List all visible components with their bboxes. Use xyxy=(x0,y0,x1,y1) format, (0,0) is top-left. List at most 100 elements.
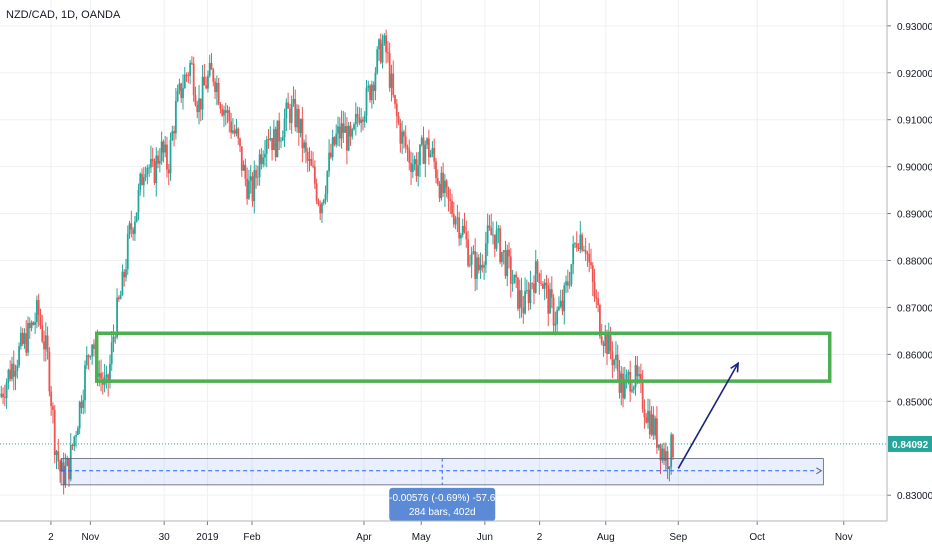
candle-body xyxy=(244,164,247,179)
arrow-line xyxy=(677,362,739,469)
candle-body xyxy=(344,126,347,133)
candle-body xyxy=(452,214,455,225)
y-tick-label: 0.89000 xyxy=(897,210,932,221)
candle-body xyxy=(604,332,607,346)
candle-body xyxy=(525,290,528,291)
y-tick-label: 0.86000 xyxy=(897,350,932,361)
candle-body xyxy=(565,281,567,286)
candle-body xyxy=(399,123,402,144)
candle-body xyxy=(395,103,398,117)
candle-body xyxy=(410,162,412,172)
candle-body xyxy=(85,355,88,366)
candle-body xyxy=(517,277,519,309)
candle-body xyxy=(408,149,411,163)
candle-body xyxy=(397,116,400,124)
candle-body xyxy=(401,131,404,144)
candle-body xyxy=(388,52,391,88)
candle-body xyxy=(228,110,231,122)
candle-body xyxy=(306,151,309,161)
candle-body xyxy=(110,342,113,364)
candle-body xyxy=(467,239,469,266)
candle-body xyxy=(126,233,129,270)
candle-body xyxy=(433,148,436,162)
candle-body xyxy=(308,159,311,161)
candle-body xyxy=(109,363,111,383)
candle-body xyxy=(75,435,78,437)
candle-body xyxy=(27,322,29,353)
candle-body xyxy=(269,138,272,140)
candle-body xyxy=(41,325,44,342)
candle-body xyxy=(281,137,284,141)
candle-body xyxy=(543,282,546,289)
candle-body xyxy=(128,223,131,234)
candle-body xyxy=(324,193,327,200)
candle-body xyxy=(219,104,222,109)
candle-body xyxy=(82,400,85,408)
candle-body xyxy=(632,387,635,390)
candle-body xyxy=(130,223,133,230)
candle-body xyxy=(43,341,45,350)
candle-body xyxy=(442,172,445,194)
candle-body xyxy=(568,284,571,286)
candle-body xyxy=(12,363,15,377)
candle-body xyxy=(160,141,163,161)
candle-body xyxy=(486,225,489,244)
x-tick-label: 30 xyxy=(159,532,171,543)
candle-body xyxy=(262,157,265,165)
y-tick-label: 0.91000 xyxy=(897,116,932,127)
measure-label-box xyxy=(389,487,496,521)
candle-body xyxy=(114,336,117,338)
candle-body xyxy=(581,234,583,251)
candle-body xyxy=(299,118,302,133)
candle-body xyxy=(346,126,348,151)
candle-body xyxy=(672,434,674,458)
candle-body xyxy=(93,344,95,349)
candle-body xyxy=(458,217,461,239)
candle-body xyxy=(420,137,423,145)
candle-body xyxy=(545,282,548,286)
last-price-label: 0.84092 xyxy=(892,440,929,451)
candle-body xyxy=(606,332,608,354)
last-price-tag xyxy=(888,435,932,452)
candle-body xyxy=(178,83,181,91)
candle-body xyxy=(87,355,90,358)
candle-body xyxy=(100,373,102,379)
candle-body xyxy=(620,373,623,393)
candle-body xyxy=(648,410,651,435)
candle-body xyxy=(19,332,22,347)
candle-body xyxy=(135,212,138,222)
candle-body xyxy=(664,451,667,461)
candle-body xyxy=(508,249,510,257)
candle-body xyxy=(258,154,261,177)
candle-body xyxy=(663,448,665,461)
candle-body xyxy=(139,173,142,190)
candle-body xyxy=(586,253,589,255)
arrow-head xyxy=(730,361,740,373)
candle-body xyxy=(518,290,521,309)
candle-body xyxy=(479,264,482,271)
x-tick-label: Feb xyxy=(243,532,261,543)
candle-body xyxy=(189,62,192,76)
candle-body xyxy=(536,261,539,274)
candle-body xyxy=(180,83,183,99)
candle-body xyxy=(342,123,345,133)
candle-body xyxy=(652,414,655,436)
candle-body xyxy=(495,230,498,249)
candle-body xyxy=(351,129,354,137)
candle-body xyxy=(474,251,477,279)
candle-body xyxy=(353,124,355,130)
candle-body xyxy=(271,138,273,151)
candle-body xyxy=(404,136,407,148)
candle-body xyxy=(566,281,569,286)
candle-body xyxy=(609,332,612,352)
candle-body xyxy=(153,161,156,184)
candle-body xyxy=(650,414,653,435)
candle-body xyxy=(419,144,421,166)
measure-label-change: -0.00576 (-0.69%) -57.6 xyxy=(389,493,496,504)
candle-body xyxy=(541,283,544,289)
candle-body xyxy=(183,74,186,89)
candle-body xyxy=(187,75,190,77)
candle-body xyxy=(199,98,202,110)
